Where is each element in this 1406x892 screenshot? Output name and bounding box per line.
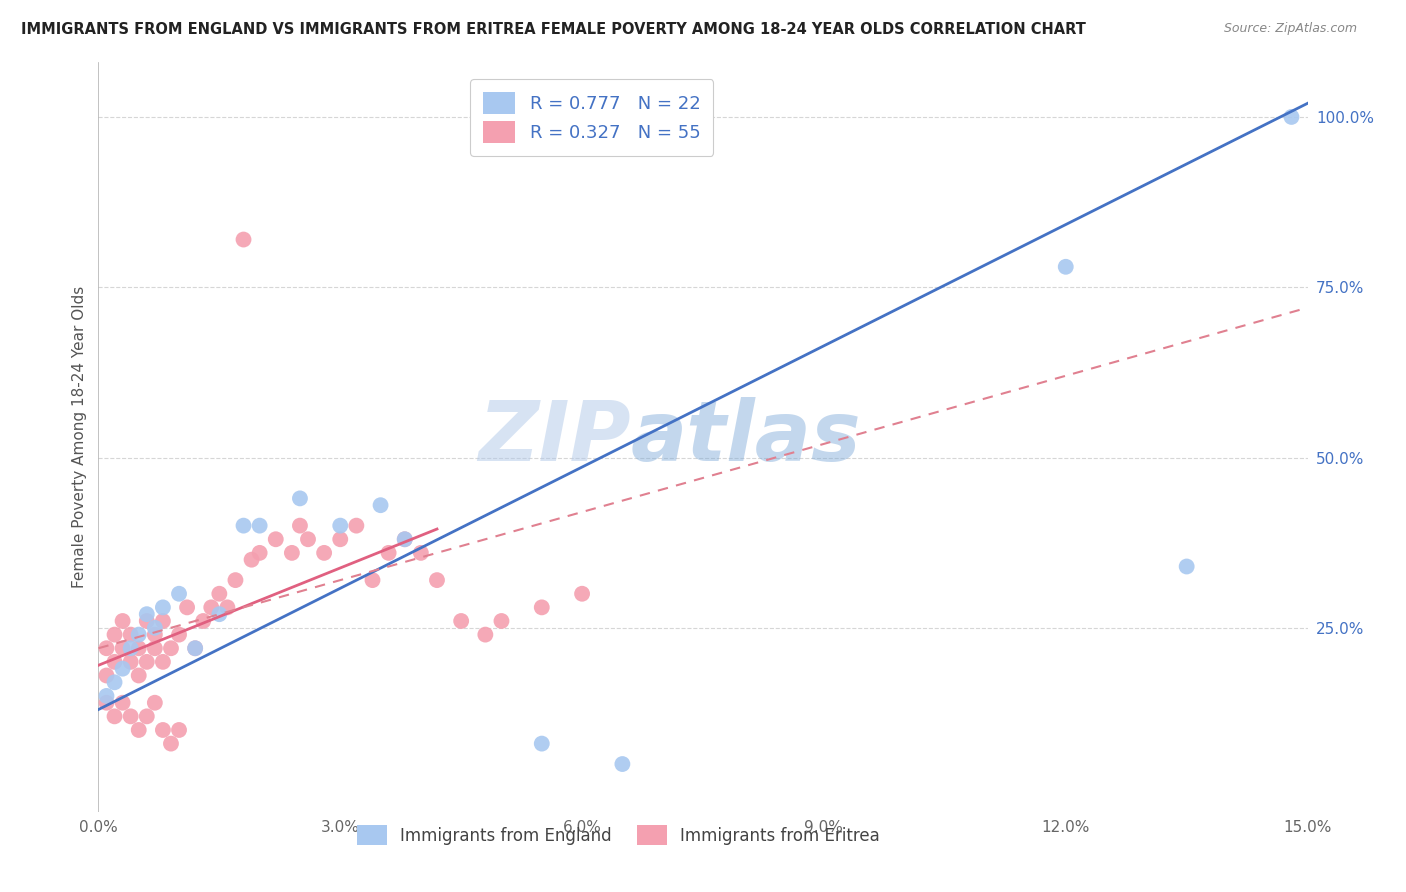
Point — [530, 737, 553, 751]
Point — [450, 614, 472, 628]
Point — [193, 614, 215, 628]
Point — [281, 546, 304, 560]
Point — [143, 621, 166, 635]
Point — [394, 533, 416, 547]
Point — [1175, 559, 1198, 574]
Point — [135, 607, 157, 622]
Point — [120, 627, 142, 641]
Point — [224, 573, 246, 587]
Point — [184, 641, 207, 656]
Point — [111, 696, 134, 710]
Point — [491, 614, 513, 628]
Point — [167, 587, 190, 601]
Point — [314, 546, 336, 560]
Point — [297, 533, 319, 547]
Point — [143, 627, 166, 641]
Text: IMMIGRANTS FROM ENGLAND VS IMMIGRANTS FROM ERITREA FEMALE POVERTY AMONG 18-24 YE: IMMIGRANTS FROM ENGLAND VS IMMIGRANTS FR… — [21, 22, 1085, 37]
Point — [96, 689, 118, 703]
Point — [103, 675, 125, 690]
Point — [426, 573, 449, 587]
Point — [249, 546, 271, 560]
Point — [96, 641, 118, 656]
Point — [167, 627, 190, 641]
Point — [249, 518, 271, 533]
Point — [103, 627, 125, 641]
Point — [217, 600, 239, 615]
Point — [1054, 260, 1077, 274]
Point — [135, 614, 157, 628]
Point — [200, 600, 222, 615]
Point — [530, 600, 553, 615]
Point — [160, 737, 183, 751]
Point — [128, 723, 150, 737]
Point — [370, 498, 392, 512]
Point — [111, 662, 134, 676]
Point — [288, 518, 311, 533]
Point — [474, 627, 496, 641]
Y-axis label: Female Poverty Among 18-24 Year Olds: Female Poverty Among 18-24 Year Olds — [72, 286, 87, 588]
Point — [377, 546, 399, 560]
Text: Source: ZipAtlas.com: Source: ZipAtlas.com — [1223, 22, 1357, 36]
Point — [120, 709, 142, 723]
Point — [232, 518, 254, 533]
Point — [329, 533, 352, 547]
Point — [135, 655, 157, 669]
Point — [143, 641, 166, 656]
Point — [176, 600, 198, 615]
Text: ZIP: ZIP — [478, 397, 630, 477]
Point — [152, 655, 174, 669]
Point — [264, 533, 287, 547]
Point — [120, 641, 142, 656]
Point — [208, 607, 231, 622]
Text: atlas: atlas — [630, 397, 860, 477]
Point — [240, 552, 263, 566]
Point — [1281, 110, 1303, 124]
Point — [167, 723, 190, 737]
Point — [288, 491, 311, 506]
Point — [128, 641, 150, 656]
Point — [103, 655, 125, 669]
Point — [152, 614, 174, 628]
Legend: Immigrants from England, Immigrants from Eritrea: Immigrants from England, Immigrants from… — [350, 819, 887, 852]
Point — [111, 641, 134, 656]
Point — [184, 641, 207, 656]
Point — [96, 668, 118, 682]
Point — [152, 600, 174, 615]
Point — [103, 709, 125, 723]
Point — [612, 757, 634, 772]
Point — [409, 546, 432, 560]
Point — [120, 655, 142, 669]
Point — [344, 518, 367, 533]
Point — [394, 533, 416, 547]
Point — [160, 641, 183, 656]
Point — [128, 668, 150, 682]
Point — [135, 709, 157, 723]
Point — [208, 587, 231, 601]
Point — [152, 723, 174, 737]
Point — [128, 627, 150, 641]
Point — [111, 614, 134, 628]
Point — [361, 573, 384, 587]
Point — [232, 233, 254, 247]
Point — [143, 696, 166, 710]
Point — [96, 696, 118, 710]
Point — [329, 518, 352, 533]
Point — [571, 587, 593, 601]
